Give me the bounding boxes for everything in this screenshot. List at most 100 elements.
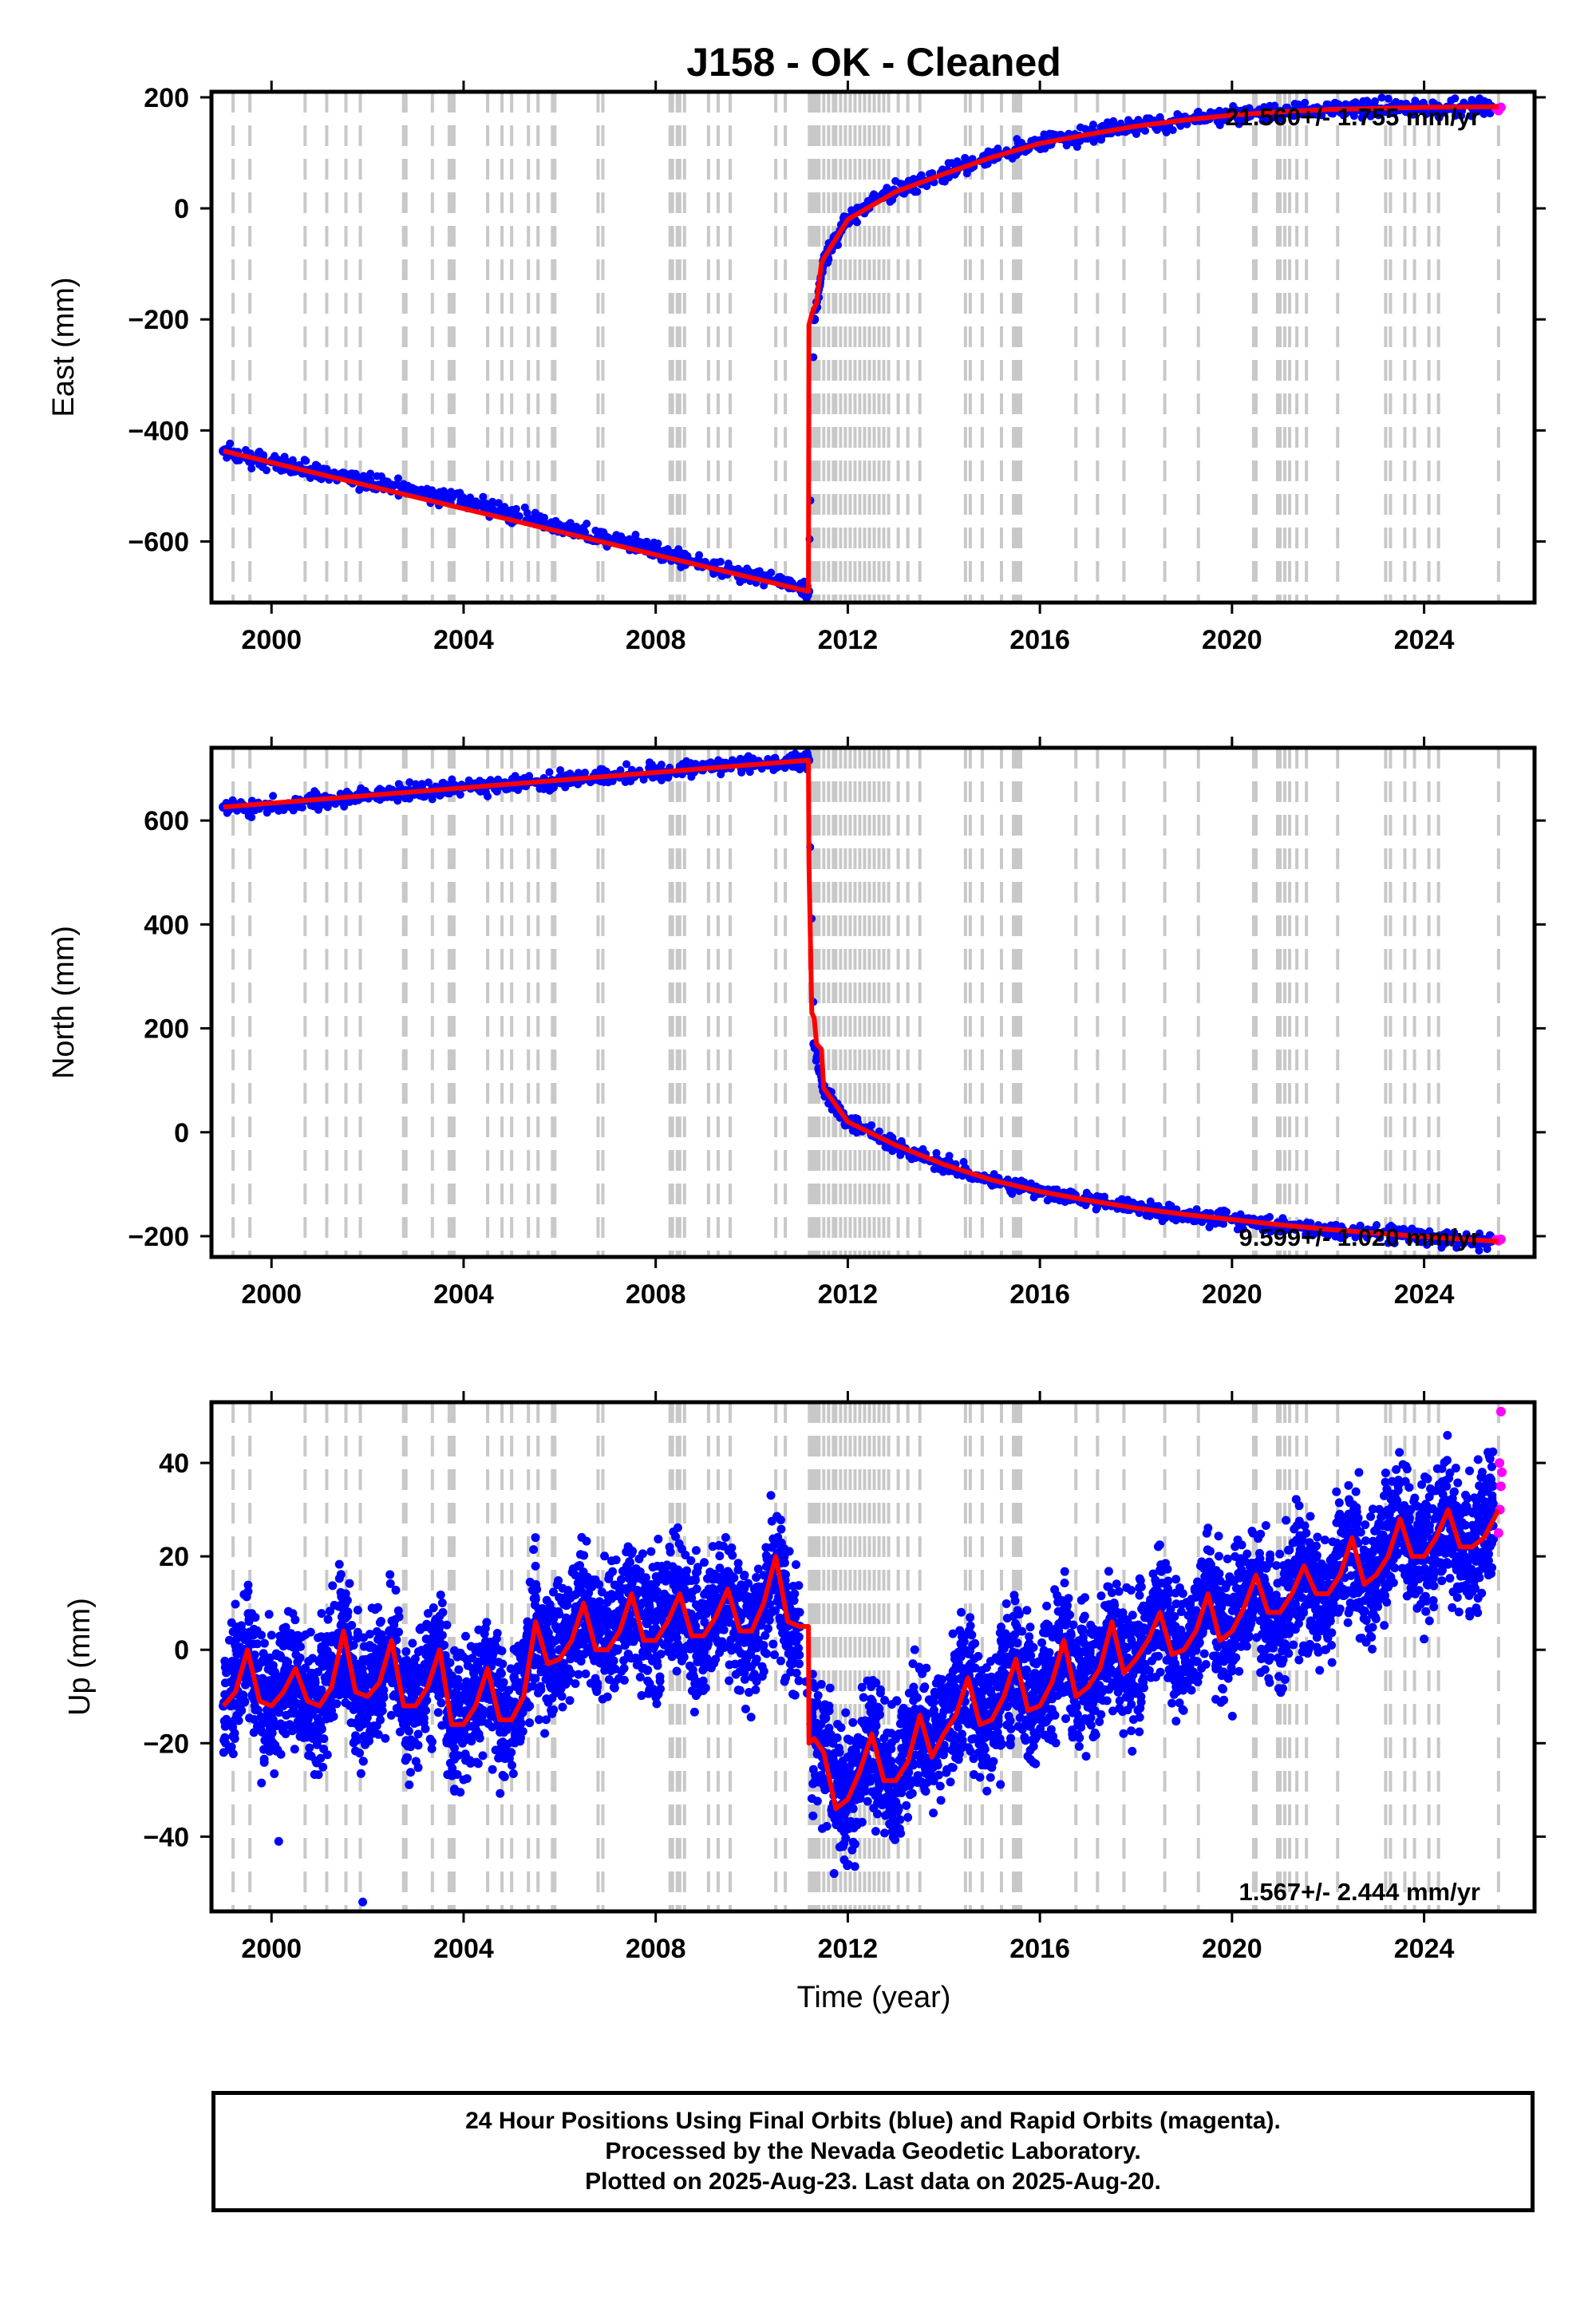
final-orbit-point xyxy=(271,1649,281,1658)
final-orbit-point xyxy=(294,1709,303,1718)
final-orbit-point xyxy=(1266,115,1274,124)
final-orbit-point xyxy=(491,1641,500,1650)
final-orbit-point xyxy=(509,1672,519,1682)
final-orbit-point xyxy=(501,1742,511,1752)
final-orbit-point xyxy=(353,1605,362,1614)
final-orbit-point xyxy=(574,769,583,777)
final-orbit-point xyxy=(484,1719,493,1729)
final-orbit-point xyxy=(440,1640,449,1650)
final-orbit-point xyxy=(1360,110,1369,119)
final-orbit-point xyxy=(652,1608,662,1618)
final-orbit-point xyxy=(531,1533,540,1543)
final-orbit-point xyxy=(268,1715,278,1725)
final-orbit-point xyxy=(427,1737,437,1747)
final-orbit-point xyxy=(667,1652,677,1662)
final-orbit-point xyxy=(293,1658,302,1667)
y-tick-label: −200 xyxy=(128,1222,189,1252)
final-orbit-point xyxy=(444,490,452,499)
final-orbit-point xyxy=(462,1654,472,1664)
final-orbit-point xyxy=(1425,1227,1434,1235)
final-orbit-point xyxy=(473,501,482,510)
final-orbit-point xyxy=(267,1630,276,1640)
final-orbit-point xyxy=(453,1674,463,1684)
final-orbit-point xyxy=(1459,1239,1468,1248)
final-orbit-point xyxy=(308,1654,318,1663)
final-orbit-point xyxy=(1317,111,1326,120)
final-orbit-point xyxy=(1330,98,1339,107)
final-orbit-point xyxy=(643,543,652,551)
y-tick-label: −600 xyxy=(128,527,189,557)
final-orbit-point xyxy=(244,1638,254,1647)
final-orbit-point xyxy=(656,1650,666,1659)
final-orbit-point xyxy=(591,1620,600,1630)
final-orbit-point xyxy=(406,1768,416,1777)
final-orbit-point xyxy=(231,1658,241,1667)
final-orbit-point xyxy=(549,1614,559,1623)
final-orbit-point xyxy=(1385,1235,1394,1244)
y-tick-label: 200 xyxy=(144,83,189,113)
final-orbit-point xyxy=(462,1774,472,1784)
final-orbit-point xyxy=(413,1729,423,1739)
final-orbit-point xyxy=(1370,97,1379,105)
x-tick-label: 2000 xyxy=(241,625,302,655)
final-orbit-point xyxy=(379,1691,389,1701)
final-orbit-point xyxy=(543,1628,553,1638)
final-orbit-point xyxy=(235,1708,244,1717)
plot-frame xyxy=(209,745,1537,1259)
final-orbit-point xyxy=(260,1684,270,1694)
data-point xyxy=(386,480,397,491)
final-orbit-point xyxy=(605,1571,614,1580)
final-orbit-point xyxy=(595,1579,604,1589)
final-orbit-point xyxy=(455,1648,464,1658)
final-orbit-point xyxy=(734,564,743,573)
final-orbit-point xyxy=(529,1545,539,1555)
final-orbit-point xyxy=(394,1627,404,1637)
final-orbit-point xyxy=(435,1611,444,1621)
y-axis-label: North (mm) xyxy=(47,926,81,1079)
final-orbit-point xyxy=(1192,1205,1201,1214)
final-orbit-point xyxy=(548,1587,558,1597)
final-orbit-point xyxy=(251,1613,260,1622)
final-orbit-point xyxy=(570,1591,579,1600)
final-orbit-point xyxy=(450,1743,460,1753)
final-orbit-point xyxy=(540,1729,550,1738)
final-orbit-point xyxy=(250,1629,259,1638)
final-orbit-point xyxy=(635,1672,645,1682)
final-orbit-point xyxy=(319,1745,329,1754)
final-orbit-point xyxy=(496,1669,506,1678)
final-orbit-point xyxy=(386,1710,396,1720)
final-orbit-point xyxy=(536,1682,546,1691)
final-orbit-point xyxy=(669,1527,678,1536)
final-orbit-point xyxy=(436,1590,445,1599)
final-orbit-point xyxy=(259,1757,269,1767)
final-orbit-point xyxy=(323,1614,333,1624)
final-orbit-point xyxy=(452,1769,462,1779)
final-orbit-point xyxy=(345,1579,354,1588)
final-orbit-point xyxy=(627,1634,637,1643)
final-orbit-point xyxy=(308,1733,318,1743)
final-orbit-point xyxy=(478,1751,488,1761)
final-orbit-point xyxy=(528,1682,538,1691)
final-orbit-point xyxy=(290,1745,299,1754)
final-orbit-point xyxy=(561,1680,571,1690)
data-point xyxy=(507,508,517,518)
final-orbit-point xyxy=(293,1720,302,1729)
y-tick-label: −400 xyxy=(128,416,189,446)
final-orbit-point xyxy=(813,1054,822,1063)
final-orbit-point xyxy=(1132,129,1141,138)
final-orbit-point xyxy=(292,1642,302,1652)
final-orbit-point xyxy=(270,1769,279,1778)
final-orbit-point xyxy=(375,1618,385,1627)
final-orbit-point xyxy=(306,1627,315,1637)
final-orbit-point xyxy=(663,1636,673,1646)
plot-area xyxy=(219,748,1506,1257)
y-tick-label: 0 xyxy=(174,194,189,224)
data-point xyxy=(531,515,541,525)
final-orbit-point xyxy=(599,1605,609,1614)
final-orbit-point xyxy=(306,474,314,483)
final-orbit-point xyxy=(354,1722,364,1732)
final-orbit-point xyxy=(414,1670,424,1680)
final-orbit-point xyxy=(672,1666,681,1676)
final-orbit-point xyxy=(628,1547,638,1556)
final-orbit-point xyxy=(642,537,651,546)
